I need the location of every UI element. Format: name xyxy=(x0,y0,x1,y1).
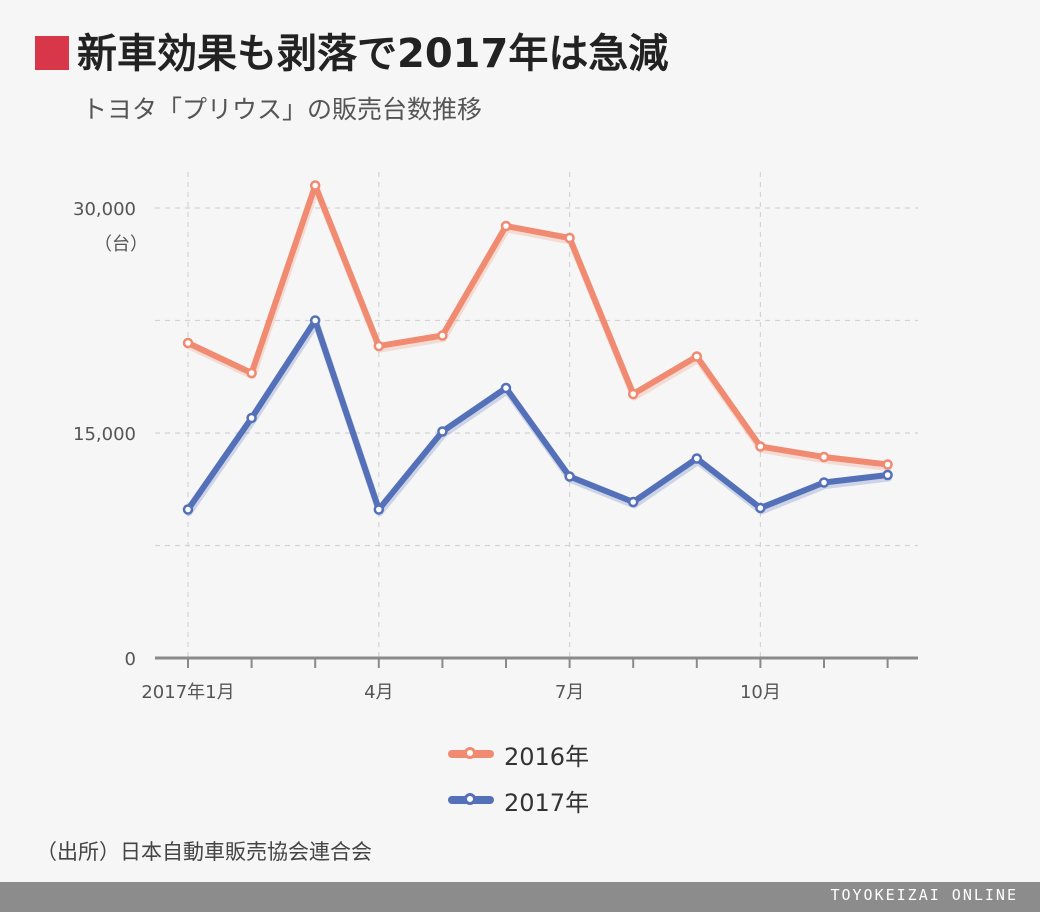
legend-label-2017: 2017年 xyxy=(504,788,590,817)
data-point xyxy=(882,469,893,481)
series-line-2017年 xyxy=(185,317,891,513)
legend-label-2016: 2016年 xyxy=(504,742,590,771)
data-point xyxy=(691,453,703,464)
legend-swatch-2017 xyxy=(448,793,494,805)
data-point xyxy=(246,412,257,424)
footer-bar: TOYOKEIZAI ONLINE xyxy=(0,882,1040,912)
legend-item-2017: 2017年 xyxy=(448,785,590,817)
line-chart: 0 15,000 30,000 （台） 2017年1月 4月 7月 10月 xyxy=(73,172,918,703)
data-point xyxy=(500,220,512,232)
data-point xyxy=(691,351,703,362)
data-point xyxy=(437,426,448,437)
x-tick-label: 10月 xyxy=(740,682,781,703)
data-point xyxy=(627,496,639,508)
y-tick-label: 30,000 xyxy=(73,199,136,220)
data-point xyxy=(818,477,830,488)
data-point xyxy=(882,459,893,470)
data-point xyxy=(627,388,639,400)
x-tick-label: 4月 xyxy=(364,682,393,703)
data-point xyxy=(373,504,385,515)
data-point xyxy=(564,232,575,244)
data-point xyxy=(182,504,194,515)
data-point xyxy=(564,471,575,482)
title-accent-mark xyxy=(35,36,69,70)
footer-brand: TOYOKEIZAI ONLINE xyxy=(830,886,1018,904)
legend-item-2016: 2016年 xyxy=(448,739,590,771)
data-point xyxy=(755,441,766,452)
x-tick-label: 7月 xyxy=(555,682,584,703)
data-point xyxy=(755,502,766,514)
data-point xyxy=(182,337,194,349)
data-point xyxy=(309,180,321,191)
y-tick-label: 0 xyxy=(125,649,136,670)
chart-title: 新車効果も剥落で2017年は急減 xyxy=(77,31,669,77)
x-tick-label: 2017年1月 xyxy=(141,682,234,703)
data-point xyxy=(818,451,830,463)
legend-swatch-2016 xyxy=(448,747,494,759)
data-point xyxy=(246,367,257,379)
y-tick-label: 15,000 xyxy=(73,424,136,445)
data-point xyxy=(373,340,385,352)
y-unit-label: （台） xyxy=(94,234,148,255)
chart-subtitle: トヨタ「プリウス」の販売台数推移 xyxy=(82,95,483,124)
series-line-2016年 xyxy=(185,182,891,468)
data-point xyxy=(500,382,512,394)
data-point xyxy=(437,330,448,341)
data-point xyxy=(309,315,321,326)
source-note: （出所）日本自動車販売協会連合会 xyxy=(36,840,372,864)
